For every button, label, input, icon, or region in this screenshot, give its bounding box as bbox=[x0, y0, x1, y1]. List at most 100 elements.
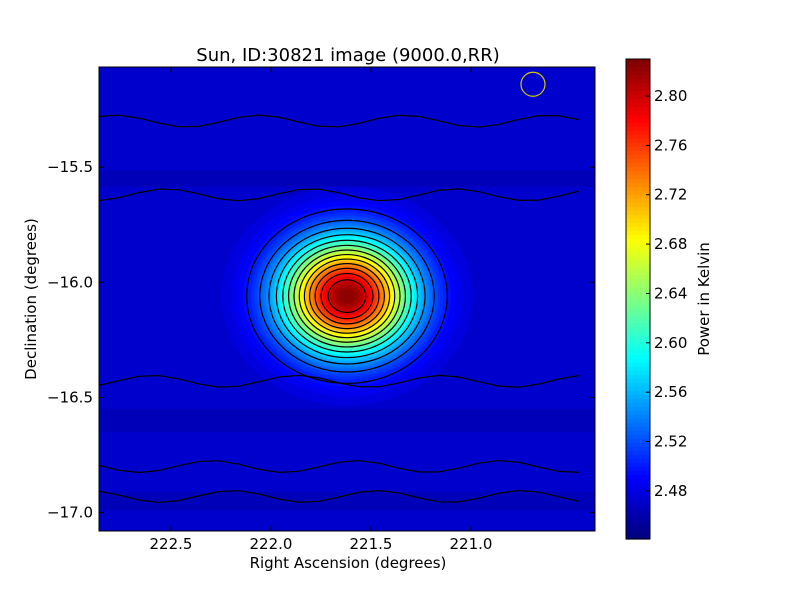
colorbar-label: Power in Kelvin bbox=[695, 242, 713, 356]
colorbar-segment bbox=[626, 379, 650, 384]
colorbar-segment bbox=[626, 79, 650, 84]
colorbar-segment bbox=[626, 447, 650, 452]
colorbar-segment bbox=[626, 259, 650, 264]
colorbar-segment bbox=[626, 127, 650, 132]
colorbar-segment bbox=[626, 327, 650, 332]
colorbar-segment bbox=[626, 435, 650, 440]
colorbar-segment bbox=[626, 523, 650, 528]
colorbar-frame bbox=[625, 58, 651, 540]
colorbar-segment bbox=[626, 183, 650, 188]
colorbar-segment bbox=[626, 507, 650, 512]
y-tick-label: −16.5 bbox=[47, 388, 93, 406]
colorbar-segment bbox=[626, 235, 650, 240]
colorbar-segment bbox=[626, 391, 650, 396]
colorbar-tick-label: 2.60 bbox=[654, 334, 687, 352]
colorbar-segment bbox=[626, 255, 650, 260]
contour-line bbox=[99, 459, 580, 474]
heatmap-cell bbox=[338, 288, 356, 304]
colorbar-segment bbox=[626, 347, 650, 352]
colorbar-segment bbox=[626, 299, 650, 304]
colorbar-segment bbox=[626, 163, 650, 168]
colorbar-segment bbox=[626, 219, 650, 224]
colorbar-segment bbox=[626, 303, 650, 308]
colorbar-segment bbox=[626, 395, 650, 400]
contour-line bbox=[275, 234, 419, 359]
colorbar-segment bbox=[626, 247, 650, 252]
y-tick-label: −16.0 bbox=[47, 273, 93, 291]
colorbar-segment bbox=[626, 171, 650, 176]
colorbar-tick-label: 2.76 bbox=[654, 136, 687, 154]
colorbar-tick-label: 2.52 bbox=[654, 433, 687, 451]
colorbar-segment bbox=[626, 215, 650, 220]
contour-line bbox=[246, 208, 448, 384]
colorbar-segment bbox=[626, 531, 650, 536]
colorbar-segment bbox=[626, 123, 650, 128]
colorbar-segment bbox=[626, 343, 650, 348]
colorbar-segment bbox=[626, 179, 650, 184]
chart-title: Sun, ID:30821 image (9000.0,RR) bbox=[196, 45, 499, 66]
x-axis-label: Right Ascension (degrees) bbox=[250, 554, 447, 572]
colorbar-segment bbox=[626, 275, 650, 280]
colorbar-segment bbox=[626, 155, 650, 160]
colorbar-segment bbox=[626, 455, 650, 460]
colorbar-segment bbox=[626, 535, 650, 540]
colorbar-tick-label: 2.80 bbox=[654, 87, 687, 105]
x-tick-label: 222.5 bbox=[150, 535, 193, 553]
colorbar-segment bbox=[626, 279, 650, 284]
colorbar-segment bbox=[626, 119, 650, 124]
colorbar-segment bbox=[626, 443, 650, 448]
colorbar-segment bbox=[626, 359, 650, 364]
colorbar-segment bbox=[626, 111, 650, 116]
colorbar-segment bbox=[626, 363, 650, 368]
colorbar-segment bbox=[626, 67, 650, 72]
colorbar-segment bbox=[626, 423, 650, 428]
colorbar-segment bbox=[626, 383, 650, 388]
colorbar-segment bbox=[626, 199, 650, 204]
colorbar-segment bbox=[626, 475, 650, 480]
colorbar-segment bbox=[626, 211, 650, 216]
colorbar-segment bbox=[626, 135, 650, 140]
colorbar-segment bbox=[626, 207, 650, 212]
colorbar-segment bbox=[626, 271, 650, 276]
beam-circle bbox=[520, 71, 546, 97]
contour-line bbox=[99, 489, 580, 504]
y-axis-label: Declination (degrees) bbox=[22, 218, 40, 380]
colorbar-segment bbox=[626, 499, 650, 504]
colorbar-segment bbox=[626, 75, 650, 80]
colorbar-segment bbox=[626, 239, 650, 244]
colorbar-segment bbox=[626, 415, 650, 420]
contour-line bbox=[268, 227, 426, 365]
colorbar-segment bbox=[626, 387, 650, 392]
colorbar-segment bbox=[626, 427, 650, 432]
colorbar-segment bbox=[626, 167, 650, 172]
contour-line bbox=[314, 267, 380, 325]
contour-line bbox=[298, 253, 396, 339]
colorbar-segment bbox=[626, 147, 650, 152]
colorbar-segment bbox=[626, 331, 650, 336]
colorbar-segment bbox=[626, 503, 650, 508]
y-tick-label: −15.5 bbox=[47, 158, 93, 176]
colorbar: 2.48 2.52 2.56 2.60 2.64 2.68 2.72 2.76 2.80 bbox=[625, 58, 687, 540]
colorbar-segment bbox=[626, 91, 650, 96]
colorbar-segment bbox=[626, 103, 650, 108]
colorbar-segment bbox=[626, 59, 650, 64]
colorbar-segment bbox=[626, 291, 650, 296]
colorbar-segment bbox=[626, 471, 650, 476]
colorbar-segment bbox=[626, 263, 650, 268]
colorbar-segment bbox=[626, 487, 650, 492]
colorbar-segment bbox=[626, 515, 650, 520]
colorbar-segment bbox=[626, 491, 650, 496]
x-tick-label: 221.0 bbox=[450, 535, 493, 553]
colorbar-segment bbox=[626, 319, 650, 324]
y-tick-label: −17.0 bbox=[47, 504, 93, 522]
colorbar-segment bbox=[626, 139, 650, 144]
colorbar-tick-label: 2.64 bbox=[654, 284, 687, 302]
colorbar-tick-label: 2.56 bbox=[654, 383, 687, 401]
colorbar-segment bbox=[626, 95, 650, 100]
colorbar-segment bbox=[626, 151, 650, 156]
contour-line bbox=[99, 374, 580, 388]
contour-line bbox=[99, 188, 580, 202]
colorbar-segment bbox=[626, 143, 650, 148]
colorbar-segment bbox=[626, 71, 650, 76]
